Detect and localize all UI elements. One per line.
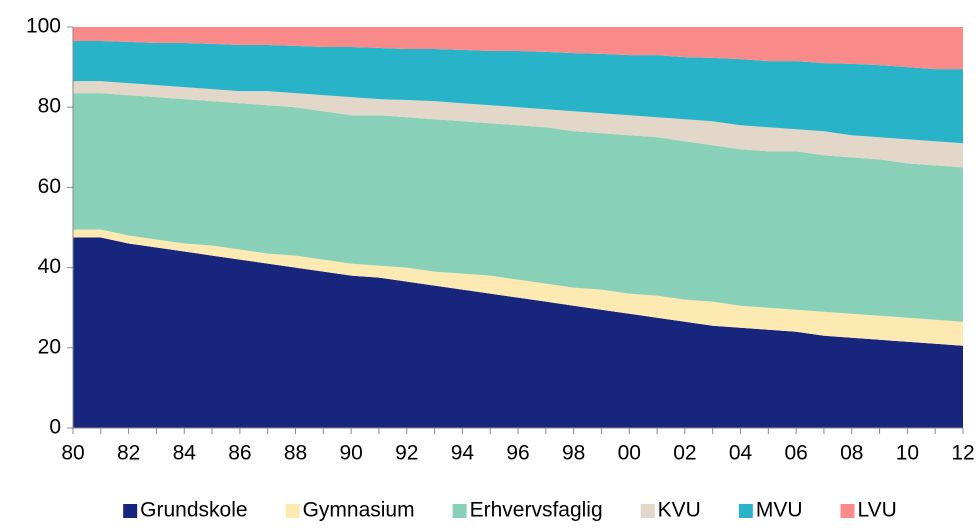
x-tick-label: 96 [506,442,529,465]
x-tick-label: 90 [339,442,362,465]
legend-item: KVU [640,499,701,522]
legend-item: Gymnasium [285,499,415,522]
legend-label: KVU [658,499,701,522]
area [73,93,963,322]
legend-swatch [285,504,300,518]
legend-item: LVU [840,499,897,522]
legend-item: Erhvervsfaglig [452,499,603,522]
area [73,237,963,428]
area [73,229,963,346]
x-tick-label: 12 [951,442,974,465]
y-tick-label: 40 [38,255,61,278]
x-tick-label: 86 [228,442,251,465]
legend-label: MVU [756,499,803,522]
y-tick-label: 20 [38,335,61,358]
legend-label: Gymnasium [303,499,415,522]
legend-item: MVU [738,499,803,522]
x-tick-label: 02 [673,442,696,465]
area [73,27,963,70]
x-tick-label: 88 [284,442,307,465]
area [73,81,963,168]
x-tick-label: 98 [562,442,585,465]
legend-label: Erhvervsfaglig [470,499,603,522]
x-tick-label: 04 [729,442,753,465]
legend-label: LVU [858,499,897,522]
legend-swatch [452,504,467,518]
area [73,41,963,144]
x-tick-label: 94 [451,442,475,465]
x-tick-label: 08 [840,442,863,465]
x-tick-label: 10 [896,442,919,465]
x-tick-label: 80 [61,442,84,465]
x-tick-label: 92 [395,442,418,465]
x-tick-label: 00 [618,442,641,465]
x-tick-label: 84 [173,442,197,465]
x-tick-label: 06 [784,442,807,465]
legend-label: Grundskole [140,499,247,522]
legend-item: Grundskole [123,499,248,522]
legend-swatch [123,504,138,518]
x-tick-label: 82 [117,442,140,465]
y-tick-label: 100 [26,15,61,38]
legend-swatch [640,504,655,518]
legend-swatch [840,504,855,518]
y-tick-label: 80 [38,95,61,118]
legend-swatch [738,504,753,518]
y-tick-label: 60 [38,175,61,198]
y-tick-label: 0 [49,416,61,439]
